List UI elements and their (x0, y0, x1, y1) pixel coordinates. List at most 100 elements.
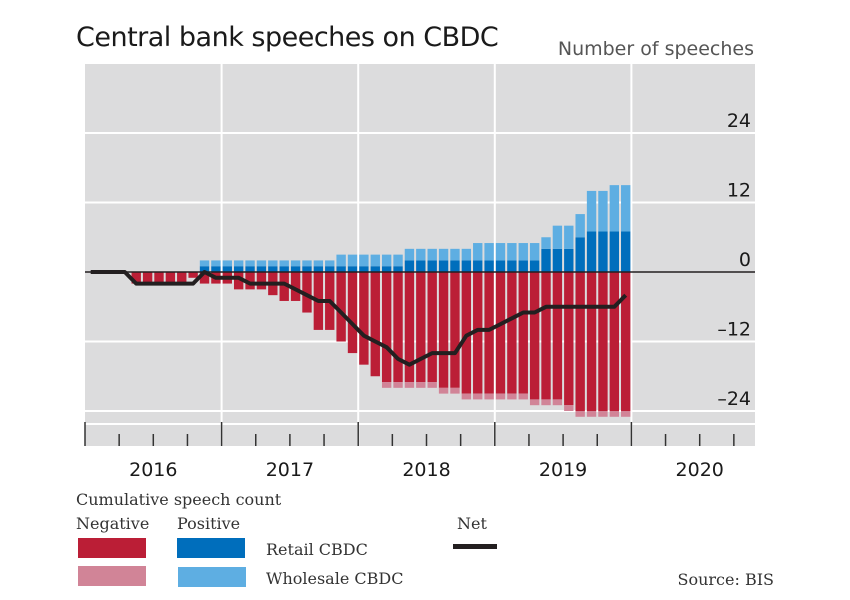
bar-negative-retail (575, 272, 585, 411)
bar-positive-retail (552, 248, 563, 272)
bar-positive-wholesale (564, 225, 574, 249)
y-tick-label: –24 (717, 388, 751, 410)
bar-positive-retail (302, 266, 312, 272)
bar-negative-retail (154, 272, 164, 284)
bar-positive-wholesale (245, 260, 255, 267)
bar-negative-wholesale (416, 382, 426, 388)
bar-negative-wholesale (586, 411, 597, 417)
bar-negative-wholesale (564, 405, 574, 411)
bar-negative-wholesale (495, 393, 506, 400)
x-tick-label: 2019 (539, 459, 587, 481)
bar-negative-retail (302, 272, 312, 313)
bar-negative-retail (552, 272, 563, 400)
bar-positive-retail (427, 260, 437, 272)
bar-negative-retail (541, 272, 551, 400)
bar-positive-wholesale (359, 254, 369, 267)
bar-negative-wholesale (575, 411, 585, 417)
bar-positive-retail (393, 266, 403, 272)
bar-negative-retail (586, 272, 597, 411)
bar-negative-retail (438, 272, 449, 388)
bar-positive-wholesale (609, 185, 620, 232)
bar-negative-retail (450, 272, 460, 388)
bar-positive-retail (416, 260, 426, 272)
bar-positive-wholesale (313, 260, 324, 267)
bar-negative-retail (359, 272, 369, 365)
bar-negative-wholesale (427, 382, 437, 388)
bar-positive-wholesale (586, 190, 597, 232)
bar-positive-retail (222, 266, 232, 272)
bar-positive-wholesale (416, 248, 426, 261)
bar-positive-wholesale (404, 248, 415, 261)
y-axis-unit-label: Number of speeches (557, 38, 754, 60)
x-tick-label: 2017 (266, 459, 314, 481)
bar-positive-wholesale (621, 185, 631, 232)
bar-positive-wholesale (290, 260, 301, 267)
bar-positive-retail (370, 266, 380, 272)
bar-negative-wholesale (621, 411, 631, 417)
bar-positive-wholesale (256, 260, 267, 267)
bar-positive-retail (199, 266, 210, 272)
bar-negative-retail (564, 272, 574, 406)
bar-negative-wholesale (609, 411, 620, 417)
bar-negative-retail (290, 272, 301, 301)
bar-negative-retail (142, 272, 153, 284)
bar-positive-wholesale (211, 260, 221, 267)
y-tick-label: –12 (717, 319, 751, 341)
bar-negative-wholesale (393, 382, 403, 388)
x-tick-label: 2016 (129, 459, 177, 481)
bar-negative-retail (177, 272, 187, 284)
y-tick-label: 12 (727, 180, 751, 202)
bar-positive-retail (256, 266, 267, 272)
bar-positive-wholesale (381, 254, 392, 267)
bar-positive-retail (586, 231, 597, 272)
bar-positive-wholesale (507, 243, 517, 261)
bar-negative-retail (404, 272, 415, 383)
bar-negative-retail (416, 272, 426, 383)
legend-net-label: Net (457, 514, 487, 533)
y-tick-label: 0 (739, 249, 751, 271)
bar-negative-retail (529, 272, 540, 400)
bar-positive-retail (313, 266, 324, 272)
bar-negative-retail (518, 272, 528, 394)
bar-positive-retail (507, 260, 517, 272)
legend-swatch-positive-retail (177, 538, 245, 558)
bar-positive-wholesale (529, 243, 540, 261)
y-tick-label: 24 (727, 110, 751, 132)
bar-positive-retail (564, 248, 574, 272)
legend-retail-label: Retail CBDC (266, 540, 368, 559)
y-axis: 24 12 0 –12 –24 (717, 110, 751, 410)
bar-negative-wholesale (598, 411, 608, 417)
bar-positive-wholesale (552, 225, 563, 249)
bar-negative-retail (233, 272, 244, 290)
bar-negative-retail (256, 272, 267, 290)
bar-positive-retail (233, 266, 244, 272)
bar-positive-retail (347, 266, 358, 272)
bar-positive-retail (541, 248, 551, 272)
bar-positive-wholesale (450, 248, 460, 261)
source-note: Source: BIS (677, 570, 775, 589)
bar-positive-wholesale (199, 260, 210, 267)
bar-positive-retail (575, 237, 585, 272)
bar-positive-retail (268, 266, 278, 272)
bar-negative-wholesale (461, 393, 472, 400)
bar-positive-wholesale (484, 243, 494, 261)
bar-positive-retail (484, 260, 494, 272)
bar-positive-wholesale (495, 243, 506, 261)
bar-negative-retail (370, 272, 380, 377)
bar-positive-wholesale (233, 260, 244, 267)
bar-positive-retail (359, 266, 369, 272)
bar-negative-retail (393, 272, 403, 383)
bar-negative-retail (199, 272, 210, 284)
bar-negative-wholesale (529, 399, 540, 406)
x-axis: 2016 2017 2018 2019 2020 (84, 422, 735, 481)
bar-negative-retail (336, 272, 346, 342)
legend-swatch-negative-wholesale (78, 566, 146, 586)
bar-negative-retail (461, 272, 472, 394)
legend-heading: Cumulative speech count (76, 490, 282, 509)
legend-swatch-negative-retail (78, 538, 146, 558)
bar-positive-retail (473, 260, 483, 272)
bar-negative-wholesale (473, 393, 483, 400)
bar-negative-retail (347, 272, 358, 354)
x-tick-label: 2018 (402, 459, 450, 481)
